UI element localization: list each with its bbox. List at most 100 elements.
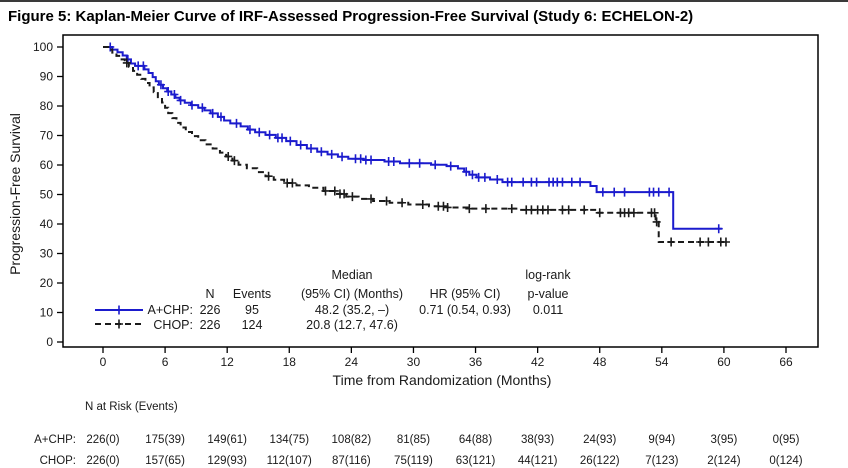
censor-tick xyxy=(340,189,349,199)
x-tick-label: 42 xyxy=(531,355,545,369)
stats-header-hr: HR (95% CI) xyxy=(430,287,501,301)
x-tick-label: 18 xyxy=(283,355,297,369)
censor-tick xyxy=(321,186,330,196)
x-tick-label: 24 xyxy=(345,355,359,369)
y-tick-label: 60 xyxy=(40,158,54,172)
censor-tick xyxy=(507,177,516,187)
y-tick-label: 90 xyxy=(40,70,54,84)
censor-tick xyxy=(415,158,424,168)
censor-tick xyxy=(164,87,173,97)
stats-header-median-1: Median xyxy=(332,268,373,282)
censor-tick xyxy=(156,80,165,90)
x-tick-label: 6 xyxy=(162,355,169,369)
censor-tick xyxy=(405,158,414,168)
axes: 0 10 20 30 40 50 60 70 80 90 100 0 6 12 18 24 30 36 42 48 54… xyxy=(33,34,819,369)
risk-value: 112(107) xyxy=(267,455,312,467)
censor-tick xyxy=(481,204,490,214)
risk-value: 7(123) xyxy=(645,455,678,467)
censor-tick xyxy=(327,149,336,159)
censor-tick xyxy=(654,187,663,197)
risk-value: 2(124) xyxy=(707,455,740,467)
censor-tick xyxy=(493,174,502,184)
figure-title: Figure 5: Kaplan-Meier Curve of IRF-Asse… xyxy=(8,8,694,25)
censor-tick xyxy=(264,171,273,181)
censor-tick xyxy=(576,177,585,187)
censor-tick xyxy=(382,196,391,206)
censor-tick xyxy=(230,156,239,166)
censor-tick xyxy=(532,177,541,187)
km-step-curve-achp xyxy=(103,46,722,230)
censor-tick xyxy=(317,147,326,157)
risk-value: 226(0) xyxy=(86,455,119,467)
censor-tick xyxy=(704,237,713,247)
legend-sample-censor xyxy=(115,305,123,315)
censor-tick xyxy=(288,178,297,188)
y-tick-label: 100 xyxy=(33,40,53,54)
y-tick-label: 0 xyxy=(46,335,53,349)
censor-tick xyxy=(480,172,489,182)
x-tick-label: 48 xyxy=(593,355,607,369)
x-tick-label: 0 xyxy=(100,355,107,369)
y-tick-label: 80 xyxy=(40,99,54,113)
stats-header-logrank-1: log-rank xyxy=(525,268,571,282)
x-tick-label: 30 xyxy=(407,355,421,369)
censor-tick xyxy=(543,205,552,215)
censor-tick xyxy=(468,170,477,180)
risk-value: 24(93) xyxy=(583,434,616,446)
y-axis-title: Progression-Free Survival xyxy=(7,113,23,275)
censor-tick xyxy=(443,202,452,212)
risk-value: 149(61) xyxy=(207,434,247,446)
risk-value: 75(119) xyxy=(394,455,433,467)
risk-value: 129(93) xyxy=(207,455,247,467)
risk-value: 44(121) xyxy=(518,455,558,467)
censor-tick xyxy=(265,130,274,140)
y-tick-label: 30 xyxy=(40,247,54,261)
censor-tick xyxy=(367,155,376,165)
censor-tick xyxy=(667,237,676,247)
plot-frame xyxy=(62,34,819,348)
stats-row-label: A+CHP: xyxy=(147,303,193,317)
stats-header-n: N xyxy=(205,287,214,301)
censor-tick xyxy=(398,198,407,208)
stats-cell-hr: 0.71 (0.54, 0.93) xyxy=(419,303,511,317)
censor-tick xyxy=(187,100,196,110)
censor-tick xyxy=(208,108,217,118)
y-tick-label: 70 xyxy=(40,129,54,143)
censor-tick xyxy=(232,118,241,128)
censor-tick xyxy=(650,208,659,218)
risk-value: 175(39) xyxy=(145,434,185,446)
stats-row-label: CHOP: xyxy=(153,318,193,332)
stats-header-logrank-2: p-value xyxy=(528,287,569,301)
risk-table-title: N at Risk (Events) xyxy=(85,401,178,413)
censor-tick xyxy=(598,187,607,197)
censor-tick xyxy=(356,154,365,164)
stats-cell-median: 48.2 (35.2, –) xyxy=(315,303,389,317)
censor-tick xyxy=(286,136,295,146)
censor-tick xyxy=(696,237,705,247)
censor-tick xyxy=(446,161,455,171)
censor-tick xyxy=(580,205,589,215)
y-tick-label: 20 xyxy=(40,276,54,290)
risk-value: 63(121) xyxy=(456,455,496,467)
risk-value: 0(124) xyxy=(769,455,802,467)
censor-tick xyxy=(245,125,254,135)
censor-tick xyxy=(507,204,516,214)
y-tick-label: 10 xyxy=(40,306,54,320)
censor-tick xyxy=(389,156,398,166)
censor-tick xyxy=(348,192,357,202)
censor-tick xyxy=(665,187,674,197)
risk-row-label: A+CHP: xyxy=(34,434,76,446)
x-tick-label: 36 xyxy=(469,355,483,369)
censor-tick xyxy=(610,187,619,197)
censor-tick xyxy=(338,152,347,162)
censor-tick xyxy=(278,133,287,143)
censor-tick xyxy=(439,201,448,211)
stats-cell-n: 226 xyxy=(200,303,221,317)
risk-value: 81(85) xyxy=(397,434,430,446)
x-axis-title: Time from Randomization (Months) xyxy=(333,372,552,388)
censor-tick xyxy=(721,237,730,247)
risk-value: 3(95) xyxy=(710,434,737,446)
stats-cell-events: 95 xyxy=(245,303,259,317)
risk-value: 9(94) xyxy=(648,434,675,446)
